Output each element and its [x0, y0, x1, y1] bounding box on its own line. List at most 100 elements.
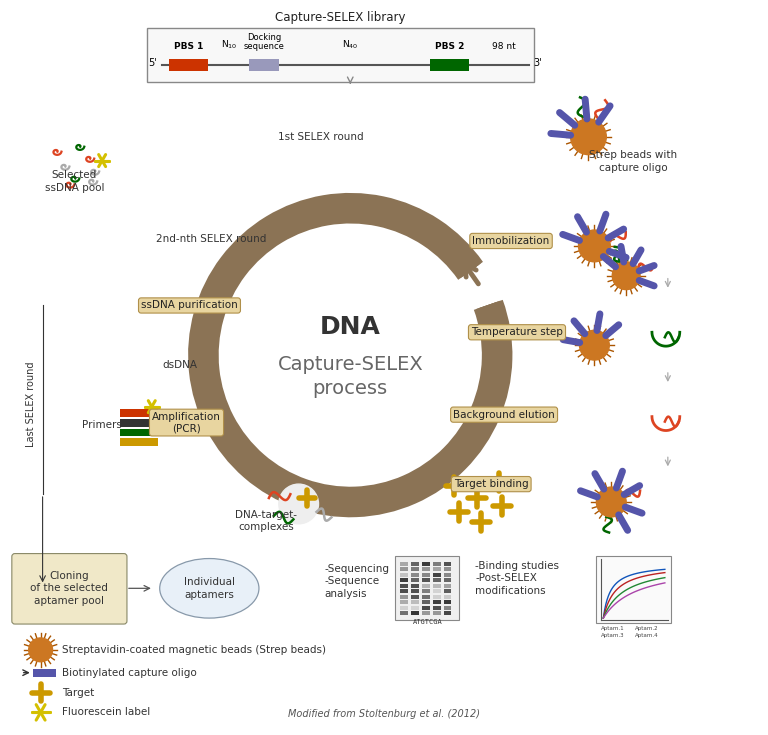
- Text: ssDNA purification: ssDNA purification: [141, 301, 238, 310]
- Text: Capture-SELEX
process: Capture-SELEX process: [277, 355, 423, 398]
- Bar: [400, 589, 408, 593]
- Text: Immobilization: Immobilization: [472, 236, 550, 246]
- Text: Cloning
of the selected
aptamer pool: Cloning of the selected aptamer pool: [31, 571, 108, 606]
- Bar: [400, 600, 408, 604]
- Circle shape: [597, 487, 626, 517]
- Text: Fluorescein label: Fluorescein label: [62, 707, 151, 717]
- Text: Modified from Stoltenburg et al. (2012): Modified from Stoltenburg et al. (2012): [288, 709, 480, 720]
- Bar: [432, 562, 441, 566]
- Bar: [400, 567, 408, 571]
- Text: Amplification
(PCR): Amplification (PCR): [152, 412, 221, 434]
- Bar: [411, 606, 419, 609]
- Bar: [400, 611, 408, 615]
- Text: Aptam.4: Aptam.4: [635, 633, 659, 638]
- Bar: [444, 600, 452, 604]
- Circle shape: [578, 230, 611, 262]
- Bar: [422, 584, 429, 588]
- Bar: [411, 595, 419, 599]
- Text: N$_{10}$: N$_{10}$: [221, 39, 237, 51]
- Bar: [432, 600, 441, 604]
- Text: N$_{40}$: N$_{40}$: [342, 39, 359, 51]
- Bar: [249, 60, 279, 71]
- Bar: [411, 611, 419, 615]
- Text: DNA-target-
complexes: DNA-target- complexes: [235, 509, 297, 532]
- Bar: [444, 584, 452, 588]
- Text: PBS 2: PBS 2: [435, 43, 464, 51]
- FancyBboxPatch shape: [147, 28, 534, 82]
- Bar: [444, 589, 452, 593]
- Bar: [411, 584, 419, 588]
- Bar: [444, 578, 452, 582]
- Text: Temperature step: Temperature step: [471, 327, 563, 337]
- Bar: [432, 567, 441, 571]
- Text: Docking
sequence: Docking sequence: [243, 32, 284, 51]
- Bar: [432, 578, 441, 582]
- Text: Aptam.1: Aptam.1: [601, 626, 625, 631]
- Circle shape: [279, 484, 319, 524]
- Text: ATGTCGA: ATGTCGA: [412, 619, 442, 625]
- Bar: [444, 611, 452, 615]
- Circle shape: [580, 330, 609, 360]
- Bar: [422, 562, 429, 566]
- Text: -Sequencing
-Sequence
analysis: -Sequencing -Sequence analysis: [324, 564, 389, 599]
- Bar: [422, 606, 429, 609]
- Bar: [432, 606, 441, 609]
- Bar: [33, 669, 57, 677]
- Bar: [422, 595, 429, 599]
- Bar: [422, 578, 429, 582]
- Bar: [444, 562, 452, 566]
- FancyBboxPatch shape: [395, 556, 459, 620]
- Bar: [400, 584, 408, 588]
- Bar: [400, 562, 408, 566]
- Bar: [411, 573, 419, 577]
- Text: 1st SELEX round: 1st SELEX round: [278, 132, 363, 142]
- Bar: [432, 573, 441, 577]
- FancyBboxPatch shape: [597, 556, 670, 623]
- Text: 98 nt: 98 nt: [492, 43, 516, 51]
- Bar: [169, 60, 208, 71]
- FancyBboxPatch shape: [12, 553, 127, 624]
- Text: 5': 5': [148, 58, 157, 68]
- Text: 3': 3': [533, 58, 541, 68]
- Bar: [422, 611, 429, 615]
- Text: Biotinylated capture oligo: Biotinylated capture oligo: [62, 667, 197, 678]
- Text: Aptam.3: Aptam.3: [601, 633, 625, 638]
- Bar: [411, 589, 419, 593]
- Text: Individual
aptamers: Individual aptamers: [184, 577, 235, 600]
- Bar: [400, 578, 408, 582]
- Text: dsDNA: dsDNA: [162, 360, 197, 370]
- Text: Capture-SELEX library: Capture-SELEX library: [275, 11, 406, 24]
- Text: Background elution: Background elution: [453, 409, 555, 420]
- Bar: [444, 606, 452, 609]
- Text: Streptavidin-coated magnetic beads (Strep beads): Streptavidin-coated magnetic beads (Stre…: [62, 645, 326, 655]
- Text: 2nd-nth SELEX round: 2nd-nth SELEX round: [156, 234, 266, 244]
- Text: Primers: Primers: [82, 420, 122, 429]
- Bar: [444, 595, 452, 599]
- Bar: [120, 439, 157, 446]
- Bar: [422, 600, 429, 604]
- Bar: [429, 60, 469, 71]
- Bar: [120, 409, 157, 417]
- Text: Target binding: Target binding: [454, 479, 528, 489]
- Bar: [411, 562, 419, 566]
- Circle shape: [612, 262, 640, 290]
- Bar: [400, 595, 408, 599]
- Text: Last SELEX round: Last SELEX round: [25, 362, 35, 448]
- Bar: [120, 429, 157, 437]
- Bar: [432, 595, 441, 599]
- Bar: [411, 578, 419, 582]
- Bar: [400, 606, 408, 609]
- Text: Target: Target: [62, 687, 94, 698]
- Text: DNA: DNA: [319, 315, 381, 340]
- Bar: [120, 419, 157, 426]
- Text: PBS 1: PBS 1: [174, 43, 204, 51]
- Text: Aptam.2: Aptam.2: [635, 626, 659, 631]
- Text: Selected
ssDNA pool: Selected ssDNA pool: [45, 171, 104, 193]
- Bar: [411, 567, 419, 571]
- Bar: [422, 589, 429, 593]
- Bar: [422, 567, 429, 571]
- Bar: [432, 611, 441, 615]
- Text: Strep beads with
capture oligo: Strep beads with capture oligo: [589, 151, 677, 173]
- Ellipse shape: [160, 559, 259, 618]
- Bar: [411, 600, 419, 604]
